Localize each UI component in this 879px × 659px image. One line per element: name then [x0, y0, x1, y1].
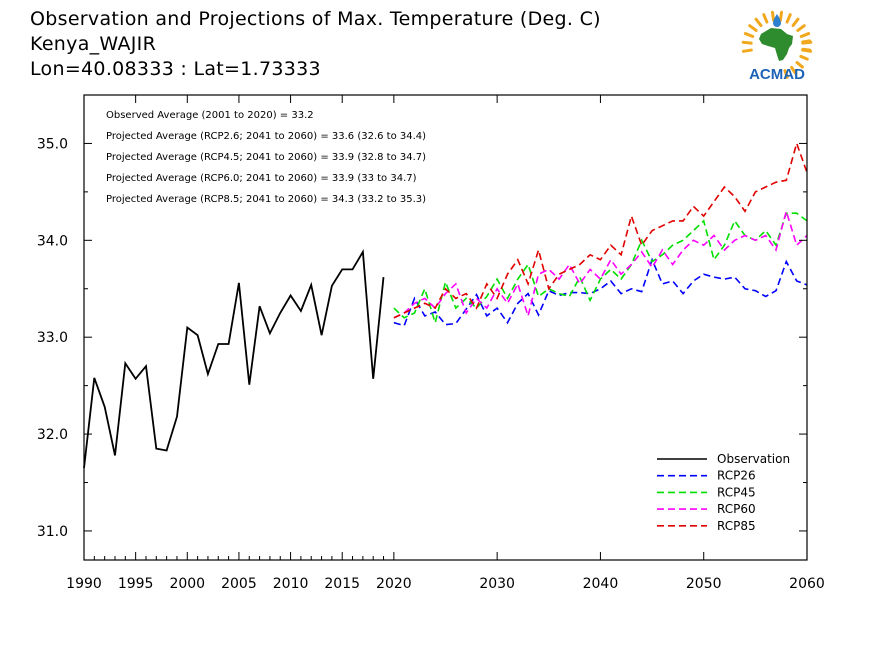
- station-name: Kenya_WAJIR: [30, 33, 157, 55]
- series-lines: [83, 140, 808, 469]
- y-tick-label: 34.0: [37, 233, 68, 249]
- legend-label: RCP60: [717, 502, 756, 516]
- annotation-line: Projected Average (RCP4.5; 2041 to 2060)…: [106, 152, 426, 163]
- chart-title: Observation and Projections of Max. Temp…: [30, 8, 601, 30]
- y-tick-label: 32.0: [37, 427, 68, 443]
- africa-map-icon: [759, 28, 793, 61]
- series-line-rcp60: [393, 208, 808, 319]
- water-drop-icon: [773, 14, 781, 27]
- legend-label: Observation: [717, 452, 790, 466]
- x-tick-label: 2020: [376, 576, 412, 592]
- x-tick-label: 2005: [221, 576, 257, 592]
- y-tick-label: 31.0: [37, 524, 68, 540]
- annotation-line: Observed Average (2001 to 2020) = 33.2: [106, 110, 314, 121]
- station-coordinates: Lon=40.08333 : Lat=1.73333: [30, 58, 321, 80]
- legend-label: RCP45: [717, 485, 756, 499]
- x-tick-label: 2000: [169, 576, 205, 592]
- series-line-rcp85: [393, 140, 808, 319]
- series-line-rcp26: [393, 257, 808, 327]
- x-tick-label: 2040: [583, 576, 619, 592]
- annotation-group: Observed Average (2001 to 2020) = 33.2 Pr…: [106, 110, 426, 205]
- annotation-line: Projected Average (RCP6.0; 2041 to 2060)…: [106, 173, 417, 184]
- logo-text: ACMAD: [749, 66, 805, 83]
- x-tick-label: 2050: [686, 576, 722, 592]
- series-line-rcp45: [393, 212, 808, 326]
- legend-label: RCP85: [717, 519, 756, 533]
- chart-axes: 1990 1995 2000 2005 2010 2015 2020 2030 2040 2050…: [37, 94, 825, 592]
- x-tick-label: 2015: [324, 576, 360, 592]
- plot-frame: [83, 94, 808, 561]
- sun-rays-icon: [741, 10, 813, 79]
- series-line-observation: [83, 249, 385, 469]
- x-tick-label: 1990: [66, 576, 102, 592]
- x-tick-label: 2060: [789, 576, 825, 592]
- acmad-logo: ACMAD: [735, 8, 820, 83]
- annotation-line: Projected Average (RCP2.6; 2041 to 2060)…: [106, 131, 426, 142]
- x-tick-label: 2010: [273, 576, 309, 592]
- x-tick-label: 2030: [479, 576, 515, 592]
- legend-label: RCP26: [717, 469, 756, 483]
- x-tick-label: 1995: [118, 576, 154, 592]
- chart-legend: Observation RCP26 RCP45 RCP60 RCP85: [657, 452, 790, 533]
- y-tick-label: 35.0: [37, 136, 68, 152]
- annotation-line: Projected Average (RCP8.5; 2041 to 2060)…: [106, 194, 426, 205]
- y-tick-label: 33.0: [37, 330, 68, 346]
